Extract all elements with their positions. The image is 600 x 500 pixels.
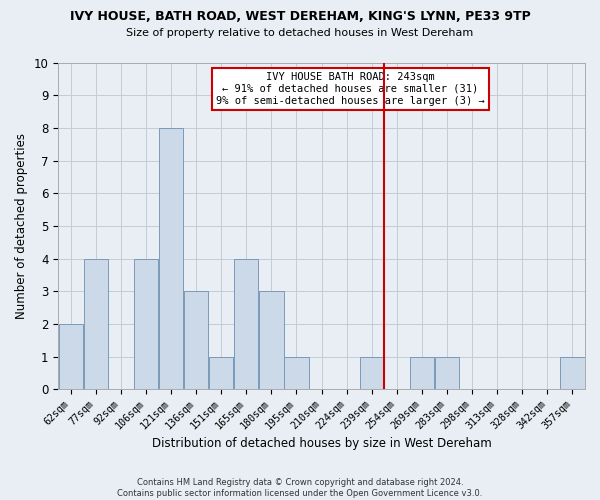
Bar: [359, 356, 384, 389]
Bar: [209, 356, 233, 389]
X-axis label: Distribution of detached houses by size in West Dereham: Distribution of detached houses by size …: [152, 437, 491, 450]
Bar: [284, 356, 308, 389]
Y-axis label: Number of detached properties: Number of detached properties: [15, 133, 28, 319]
Bar: [435, 356, 459, 389]
Text: IVY HOUSE, BATH ROAD, WEST DEREHAM, KING'S LYNN, PE33 9TP: IVY HOUSE, BATH ROAD, WEST DEREHAM, KING…: [70, 10, 530, 23]
Text: Contains HM Land Registry data © Crown copyright and database right 2024.
Contai: Contains HM Land Registry data © Crown c…: [118, 478, 482, 498]
Bar: [184, 291, 208, 389]
Bar: [59, 324, 83, 389]
Bar: [134, 258, 158, 389]
Bar: [259, 291, 284, 389]
Bar: [560, 356, 584, 389]
Bar: [410, 356, 434, 389]
Bar: [83, 258, 108, 389]
Bar: [159, 128, 183, 389]
Bar: [234, 258, 259, 389]
Text: Size of property relative to detached houses in West Dereham: Size of property relative to detached ho…: [127, 28, 473, 38]
Text: IVY HOUSE BATH ROAD: 243sqm
← 91% of detached houses are smaller (31)
9% of semi: IVY HOUSE BATH ROAD: 243sqm ← 91% of det…: [216, 72, 485, 106]
